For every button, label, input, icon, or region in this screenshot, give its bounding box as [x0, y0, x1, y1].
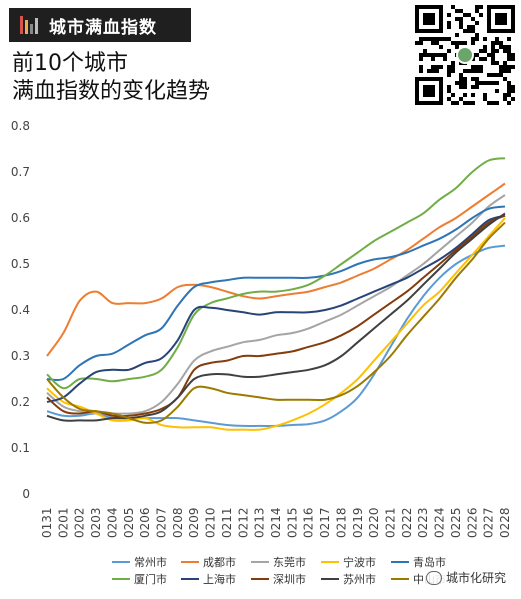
x-tick-label: 0131 [40, 507, 54, 538]
x-axis: 0131 0201 0202 0203 0204 0205 0206 0207 0208 0209… [40, 507, 512, 538]
legend-label: 上海市 [203, 572, 236, 586]
x-tick-label: 0227 [482, 507, 496, 538]
x-tick-label: 0213 [253, 507, 267, 538]
wechat-icon [425, 570, 442, 585]
x-tick-label: 0215 [285, 507, 299, 538]
x-tick-label: 0201 [56, 507, 70, 538]
x-tick-label: 0214 [269, 507, 283, 538]
y-tick-label: 0.8 [11, 119, 30, 133]
watermark-text: 城市化研究 [445, 571, 506, 585]
series-lines [46, 157, 506, 431]
x-tick-label: 0221 [384, 507, 398, 538]
tag-title: 城市满血指数 [49, 17, 157, 38]
subtitle-line-2: 满血指数的变化趋势 [12, 79, 211, 104]
x-tick-label: 0223 [416, 507, 430, 538]
x-tick-label: 0202 [73, 507, 87, 538]
series-line [46, 157, 506, 390]
watermark: 城市化研究 [422, 568, 509, 587]
y-tick-label: 0.2 [11, 395, 30, 409]
x-tick-label: 0203 [89, 507, 103, 538]
series-line [46, 217, 506, 431]
series-line [46, 212, 506, 422]
x-tick-label: 0212 [236, 507, 250, 538]
x-tick-label: 0228 [498, 507, 512, 538]
y-tick-label: 0.1 [11, 441, 30, 455]
y-tick-label: 0.5 [11, 257, 30, 271]
y-tick-label: 0.7 [11, 165, 30, 179]
line-chart: 00.10.20.30.40.50.60.70.8 0131 0201 0202 02… [11, 119, 512, 586]
x-tick-label: 0209 [187, 507, 201, 538]
y-tick-label: 0.6 [11, 211, 30, 225]
series-line [46, 182, 506, 357]
legend-label: 成都市 [203, 555, 236, 569]
y-tick-label: 0.4 [11, 303, 30, 317]
subtitle-line-1: 前10个城市 [12, 51, 128, 76]
x-tick-label: 0211 [220, 507, 234, 538]
qr-code-icon [415, 5, 515, 105]
x-tick-label: 0219 [351, 507, 365, 538]
series-line [46, 214, 506, 403]
legend-label: 东莞市 [273, 555, 306, 569]
series-line [46, 194, 506, 415]
x-tick-label: 0222 [400, 507, 414, 538]
x-tick-label: 0206 [138, 507, 152, 538]
legend: 常州市成都市东莞市宁波市青岛市厦门市上海市深圳市苏州市中山市 [112, 555, 446, 586]
legend-label: 常州市 [134, 555, 167, 569]
y-axis: 0 0.1 0.2 0.3 0.4 0.5 0.6 0.7 0.8 [11, 119, 30, 501]
series-line [46, 221, 506, 424]
x-tick-label: 0204 [105, 507, 119, 538]
x-tick-label: 0217 [318, 507, 332, 538]
legend-label: 厦门市 [134, 572, 167, 586]
page-subtitle: 前10个城市 满血指数的变化趋势 [12, 50, 210, 106]
bar-logo-icon [20, 16, 40, 34]
x-tick-label: 0220 [367, 507, 381, 538]
x-tick-label: 0210 [204, 507, 218, 538]
legend-label: 宁波市 [343, 555, 376, 569]
legend-label: 苏州市 [343, 572, 376, 586]
x-tick-label: 0216 [302, 507, 316, 538]
x-tick-label: 0226 [465, 507, 479, 538]
y-tick-label: 0.3 [11, 349, 30, 363]
series-line [46, 205, 506, 382]
legend-label: 青岛市 [413, 555, 446, 569]
legend-label: 深圳市 [273, 572, 306, 586]
x-tick-label: 0218 [334, 507, 348, 538]
x-tick-label: 0224 [433, 507, 447, 538]
x-tick-label: 0208 [171, 507, 185, 538]
x-tick-label: 0225 [449, 507, 463, 538]
series-line [46, 214, 506, 418]
x-tick-label: 0207 [155, 507, 169, 538]
x-tick-label: 0205 [122, 507, 136, 538]
y-tick-label: 0 [22, 487, 30, 501]
title-tag: 城市满血指数 [9, 8, 191, 42]
